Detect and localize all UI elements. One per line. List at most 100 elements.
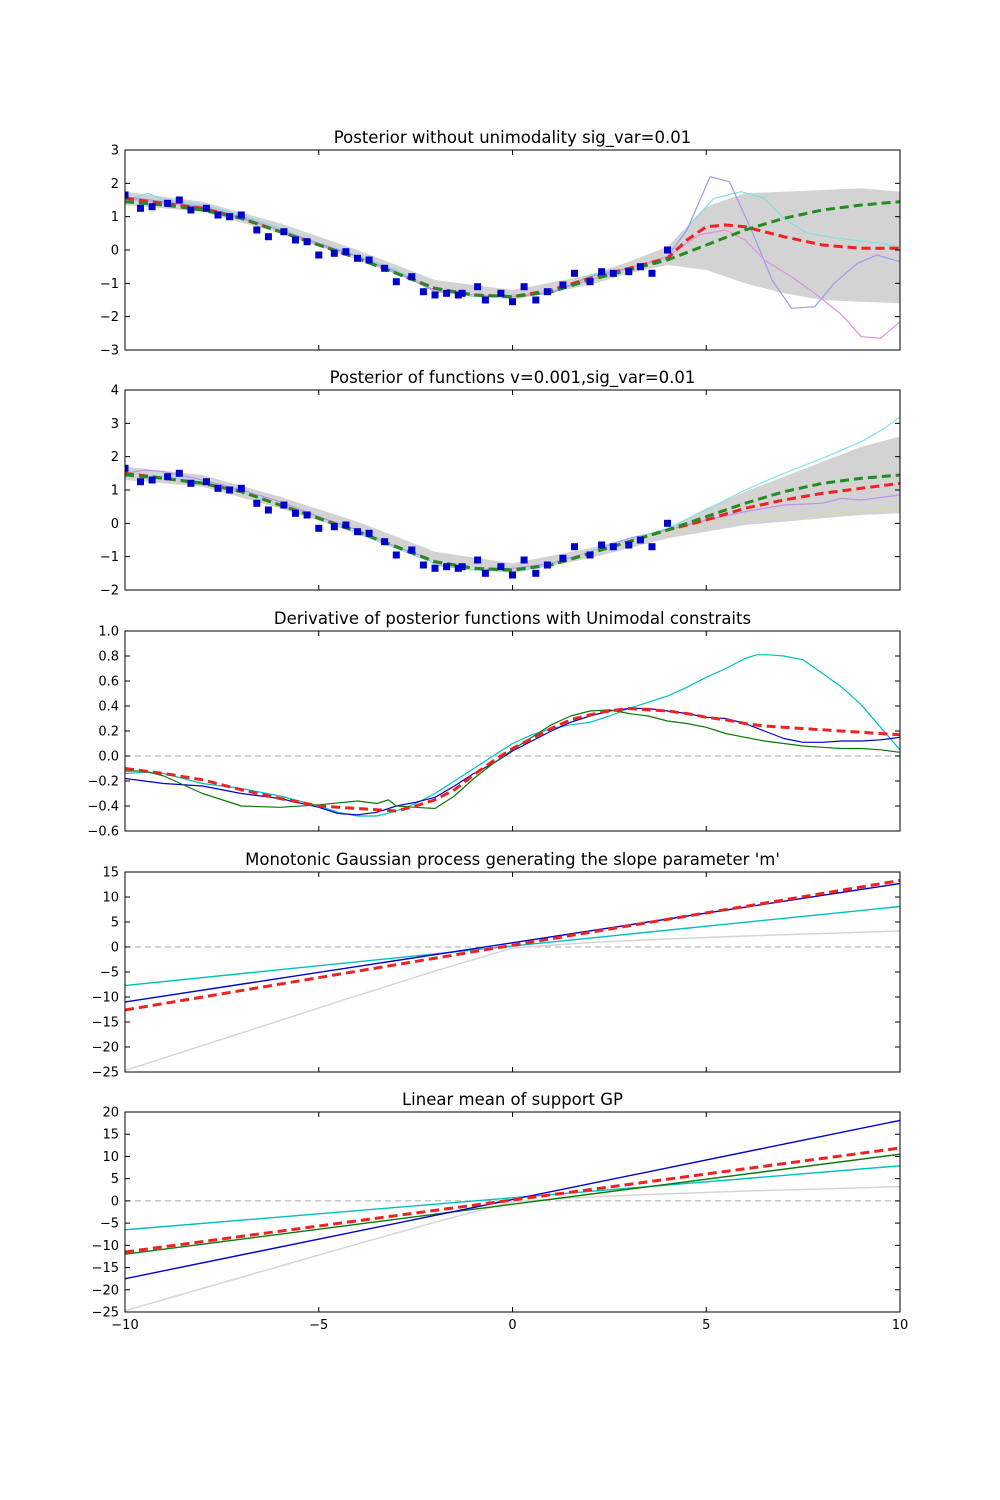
data-point bbox=[481, 296, 489, 304]
series-line-2 bbox=[125, 1165, 900, 1231]
plot-area bbox=[125, 176, 900, 339]
x-tick-label: −5 bbox=[309, 1318, 328, 1333]
y-tick-label: 0.0 bbox=[98, 750, 119, 765]
data-point bbox=[175, 196, 183, 204]
data-point bbox=[636, 263, 644, 271]
data-point bbox=[315, 251, 323, 259]
y-tick-label: 0 bbox=[111, 1194, 119, 1209]
data-point bbox=[520, 556, 528, 564]
y-tick-label: 0.4 bbox=[98, 700, 119, 715]
data-point bbox=[474, 283, 482, 291]
y-tick-label: 1.0 bbox=[98, 625, 119, 640]
y-tick-label: 2 bbox=[111, 177, 119, 192]
data-point bbox=[214, 484, 222, 492]
y-tick-label: −0.2 bbox=[87, 775, 119, 790]
y-tick-label: −20 bbox=[92, 1041, 119, 1056]
data-point bbox=[431, 291, 439, 299]
plot-area bbox=[125, 879, 900, 1072]
x-tick-label: −10 bbox=[111, 1318, 138, 1333]
y-tick-label: −25 bbox=[92, 1066, 119, 1081]
data-point bbox=[454, 564, 462, 572]
data-point bbox=[532, 296, 540, 304]
data-point bbox=[187, 206, 195, 214]
data-point bbox=[419, 288, 427, 296]
series-line-4 bbox=[125, 707, 900, 813]
y-tick-label: 0 bbox=[111, 244, 119, 259]
panel-3: −0.6 −0.4 −0.2 0.0 0.2 0.4 0.6 0.8 1.0 Derivative… bbox=[87, 609, 901, 840]
series-line-1 bbox=[125, 654, 900, 817]
data-point bbox=[148, 476, 156, 484]
data-point bbox=[226, 213, 234, 221]
y-tick-label: −5 bbox=[100, 1217, 119, 1232]
data-point bbox=[458, 289, 466, 297]
data-point bbox=[264, 506, 272, 514]
data-point bbox=[365, 529, 373, 537]
series-line-5 bbox=[125, 200, 900, 299]
data-point bbox=[148, 203, 156, 211]
series-line-1 bbox=[125, 1186, 900, 1312]
plot-area bbox=[125, 1119, 900, 1312]
y-tick-label: −1 bbox=[100, 550, 119, 565]
data-point bbox=[392, 278, 400, 286]
data-point bbox=[315, 524, 323, 532]
data-point bbox=[520, 283, 528, 291]
data-point bbox=[292, 509, 299, 517]
y-tick-label: 3 bbox=[111, 144, 119, 159]
data-point bbox=[187, 479, 195, 487]
data-point bbox=[481, 569, 489, 577]
data-point bbox=[636, 536, 644, 544]
y-tick-label: −15 bbox=[92, 1261, 119, 1276]
y-tick-label: 5 bbox=[111, 1172, 119, 1187]
data-point bbox=[280, 501, 288, 509]
series-line-3 bbox=[125, 1153, 900, 1255]
data-point bbox=[559, 554, 567, 562]
data-point bbox=[609, 269, 617, 277]
data-point bbox=[664, 246, 671, 254]
panel-5: −25 −20 −15 −10 −5 0 5 10 15 20 −10 −5 0 5 10 Linear me… bbox=[92, 1090, 909, 1333]
axes-frame bbox=[124, 1111, 901, 1313]
panel-title: Derivative of posterior functions with U… bbox=[274, 609, 751, 628]
data-point bbox=[509, 571, 516, 579]
y-tick-label: −15 bbox=[92, 1016, 119, 1031]
y-tick-label: −2 bbox=[100, 584, 119, 599]
data-point bbox=[253, 226, 261, 234]
data-point bbox=[571, 543, 578, 551]
axes-frame bbox=[124, 630, 901, 832]
data-point bbox=[543, 561, 551, 569]
series-line-5 bbox=[125, 473, 900, 572]
y-tick-label: 0 bbox=[111, 941, 119, 956]
data-point bbox=[303, 511, 311, 519]
data-point bbox=[443, 563, 451, 571]
axes-frame bbox=[124, 871, 901, 1073]
data-point bbox=[381, 264, 389, 272]
data-point bbox=[164, 199, 172, 207]
data-point bbox=[458, 563, 466, 571]
data-point bbox=[280, 228, 288, 236]
series-line-5 bbox=[125, 1146, 900, 1254]
data-point bbox=[342, 521, 350, 529]
data-point bbox=[648, 543, 656, 551]
x-tick-label: 5 bbox=[702, 1318, 710, 1333]
y-tick-label: 20 bbox=[102, 1106, 119, 1121]
data-point bbox=[609, 543, 617, 551]
panel-title: Monotonic Gaussian process generating th… bbox=[245, 850, 780, 869]
data-point bbox=[237, 211, 245, 219]
data-point bbox=[202, 204, 210, 212]
y-tick-label: −25 bbox=[92, 1306, 119, 1321]
y-tick-label: 1 bbox=[111, 484, 119, 499]
series-line-1 bbox=[125, 930, 900, 1072]
y-tick-label: 2 bbox=[111, 450, 119, 465]
panel-2: −2 −1 0 1 2 3 4 Posterior of functions v=0.001,… bbox=[100, 368, 901, 599]
y-tick-label: −1 bbox=[100, 277, 119, 292]
panel-4: −25 −20 −15 −10 −5 0 5 10 15 Monotonic Gaussian p… bbox=[92, 850, 901, 1081]
data-point bbox=[648, 269, 656, 277]
data-point bbox=[137, 478, 144, 486]
data-point bbox=[598, 541, 606, 549]
data-point bbox=[330, 523, 338, 531]
y-tick-label: 10 bbox=[102, 1150, 119, 1165]
y-tick-label: 15 bbox=[102, 1128, 119, 1143]
series-line-3 bbox=[125, 882, 900, 1003]
y-tick-label: −2 bbox=[100, 310, 119, 325]
panel-title: Linear mean of support GP bbox=[402, 1090, 623, 1109]
